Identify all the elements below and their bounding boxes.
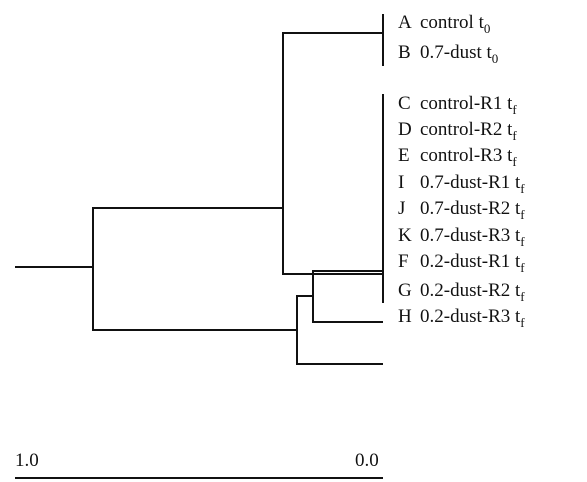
scale-label: 0.0 bbox=[355, 450, 379, 471]
leaf-letter: B bbox=[398, 42, 411, 63]
leaf-subscript: f bbox=[520, 289, 525, 304]
leaf-subscript: f bbox=[520, 260, 525, 275]
branches bbox=[15, 14, 384, 365]
leaf-subscript: f bbox=[520, 234, 525, 249]
leaf-name: 0.7-dust-R3 t bbox=[420, 225, 521, 246]
leaf-subscript: f bbox=[512, 154, 517, 169]
leaf-name: control t bbox=[420, 12, 485, 33]
leaf-label: 0.7-dust-R1 tf bbox=[420, 172, 525, 196]
leaf-label: 0.7-dust t0 bbox=[420, 42, 498, 66]
leaf-label: control-R3 tf bbox=[420, 145, 517, 169]
leaf-name: control-R2 t bbox=[420, 119, 513, 140]
leaf-letter: G bbox=[398, 280, 412, 301]
leaf-subscript: f bbox=[512, 128, 517, 143]
leaf-letter: K bbox=[398, 225, 412, 246]
leaf-letter: D bbox=[398, 119, 412, 140]
leaf-name: 0.2-dust-R1 t bbox=[420, 251, 521, 272]
leaf-label: control-R2 tf bbox=[420, 119, 517, 143]
leaf-letter: A bbox=[398, 12, 412, 33]
leaf-subscript: f bbox=[520, 207, 525, 222]
leaf-name: 0.7-dust-R1 t bbox=[420, 172, 521, 193]
leaf-subscript: 0 bbox=[492, 51, 499, 66]
leaf-letter: E bbox=[398, 145, 410, 166]
leaf-label: 0.2-dust-R2 tf bbox=[420, 280, 525, 304]
leaf-letter: I bbox=[398, 172, 404, 193]
leaf-subscript: f bbox=[512, 102, 517, 117]
leaf-name: 0.7-dust t bbox=[420, 42, 493, 63]
leaf-label: control t0 bbox=[420, 12, 490, 36]
leaf-name: 0.2-dust-R3 t bbox=[420, 306, 521, 327]
leaf-subscript: f bbox=[520, 181, 525, 196]
leaf-letter: H bbox=[398, 306, 412, 327]
leaf-name: control-R3 t bbox=[420, 145, 513, 166]
leaf-letter: C bbox=[398, 93, 411, 114]
leaf-name: 0.2-dust-R2 t bbox=[420, 280, 521, 301]
leaf-label: 0.2-dust-R3 tf bbox=[420, 306, 525, 330]
leaf-label: control-R1 tf bbox=[420, 93, 517, 117]
leaf-letter: J bbox=[398, 198, 405, 219]
leaf-label: 0.7-dust-R3 tf bbox=[420, 225, 525, 249]
leaf-name: control-R1 t bbox=[420, 93, 513, 114]
leaf-letter: F bbox=[398, 251, 409, 272]
leaf-subscript: f bbox=[520, 315, 525, 330]
leaf-label: 0.7-dust-R2 tf bbox=[420, 198, 525, 222]
leaf-subscript: 0 bbox=[484, 21, 491, 36]
scale-label: 1.0 bbox=[15, 450, 39, 471]
leaf-label: 0.2-dust-R1 tf bbox=[420, 251, 525, 275]
leaf-name: 0.7-dust-R2 t bbox=[420, 198, 521, 219]
